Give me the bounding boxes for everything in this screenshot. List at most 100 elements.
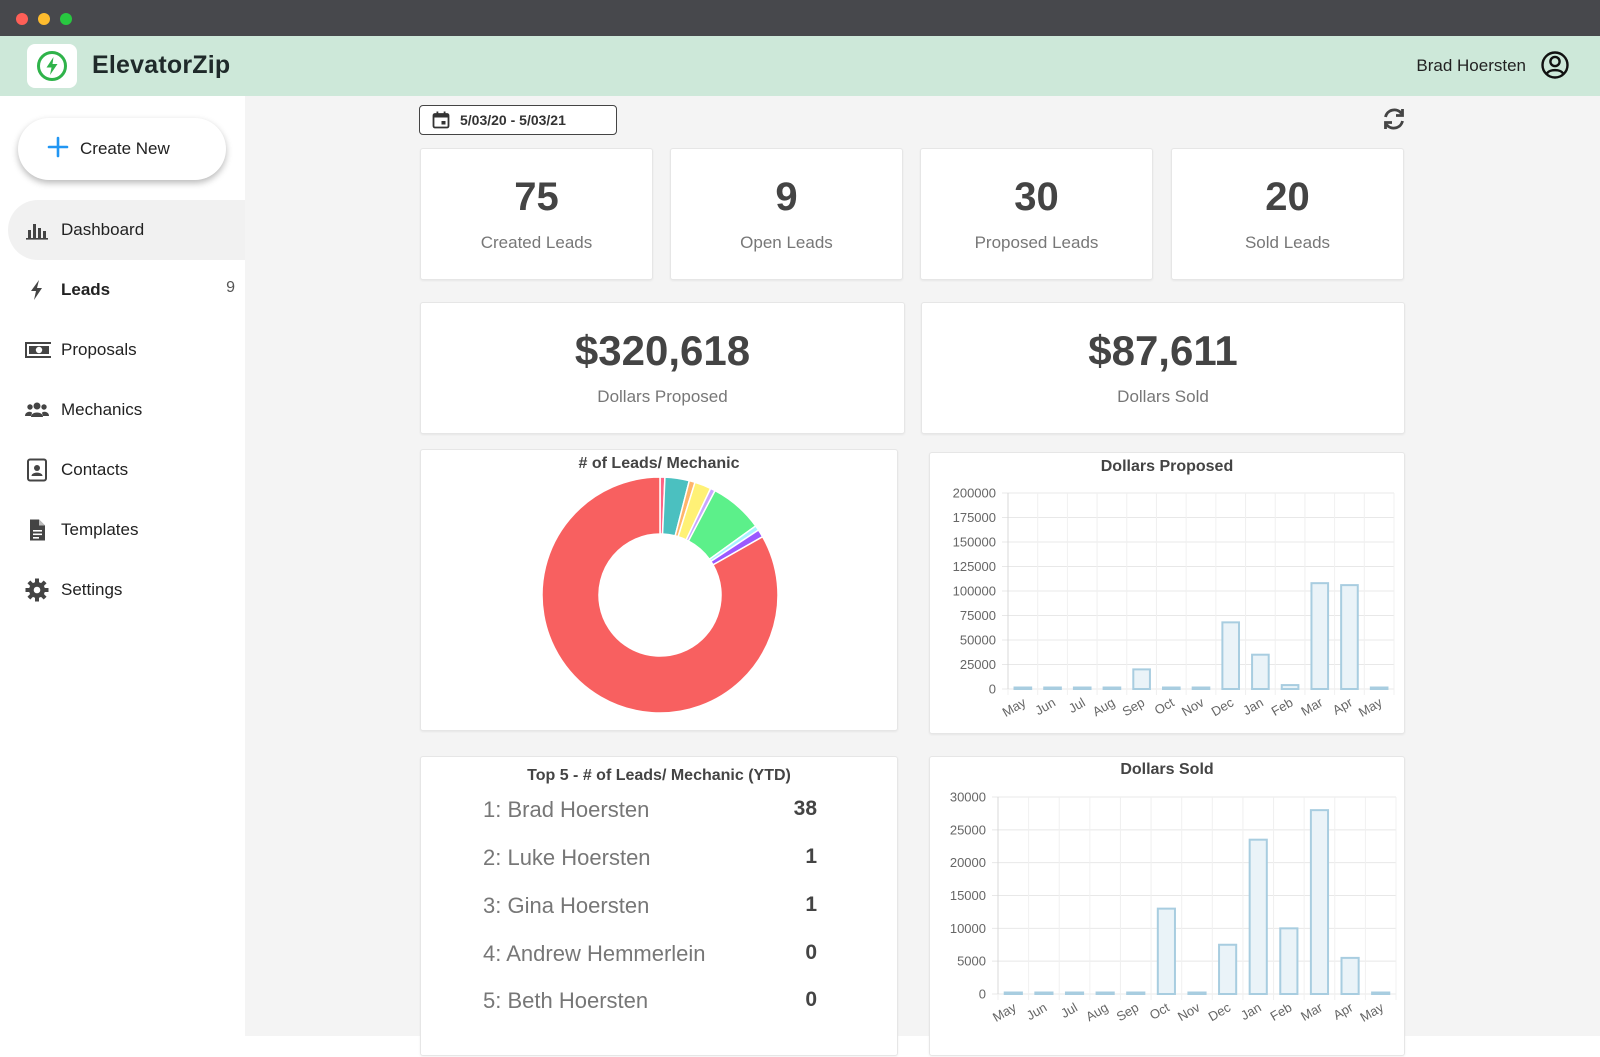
bar[interactable] — [1340, 956, 1360, 995]
x-tick-label: Nov — [1179, 694, 1207, 719]
bar[interactable] — [1013, 686, 1033, 690]
x-tick-label: Mar — [1298, 694, 1325, 719]
x-tick-label: Jul — [1066, 695, 1088, 716]
money-value: $87,611 — [1088, 327, 1238, 374]
stat-value: 9 — [775, 175, 798, 219]
y-tick-label: 175000 — [953, 510, 996, 525]
zoom-window-button[interactable] — [60, 13, 72, 25]
bar[interactable] — [1043, 686, 1062, 690]
x-tick-label: Jan — [1240, 695, 1266, 718]
y-tick-label: 0 — [989, 682, 996, 697]
mechanic-lead-count: 1 — [805, 845, 817, 868]
bar[interactable] — [1340, 584, 1359, 690]
sidebar-item-dashboard[interactable]: Dashboard — [8, 200, 245, 260]
bar[interactable] — [1191, 686, 1211, 690]
bolt-circle-icon — [37, 51, 67, 81]
refresh-icon[interactable] — [1381, 106, 1407, 132]
sidebar-item-label: Templates — [61, 520, 139, 539]
bar[interactable] — [1102, 686, 1122, 690]
stat-label: Open Leads — [740, 233, 833, 252]
bar[interactable] — [1369, 686, 1389, 690]
bar[interactable] — [1279, 927, 1299, 995]
bar[interactable] — [1161, 686, 1181, 690]
sidebar-item-label: Proposals — [61, 340, 137, 359]
contact-card-icon — [27, 458, 47, 482]
chart-title: Dollars Proposed — [1100, 458, 1234, 475]
calendar-icon — [432, 111, 450, 129]
bar[interactable] — [1072, 686, 1092, 690]
list-item: 5: Beth Hoersten 0 — [483, 988, 817, 1018]
sidebar-item-proposals[interactable]: Proposals — [8, 320, 245, 380]
mechanic-name: 4: Andrew Hemmerlein — [483, 941, 706, 966]
bar[interactable] — [1156, 907, 1176, 995]
dollars-proposed-bar-chart: 200000 175000 150000 125000 100000 75000 50000… — [953, 486, 1395, 720]
list-item: 4: Andrew Hemmerlein 0 — [483, 941, 817, 971]
bar[interactable] — [1003, 991, 1023, 995]
app-logo[interactable] — [27, 44, 77, 88]
user-account-icon[interactable] — [1540, 50, 1570, 80]
x-tick-label: Sep — [1114, 1000, 1142, 1025]
bar[interactable] — [1064, 991, 1085, 995]
app-header: ElevatorZip Brad Hoersten — [0, 36, 1600, 96]
create-new-button[interactable]: Create New — [18, 118, 226, 180]
mechanic-name: 5: Beth Hoersten — [483, 988, 649, 1013]
x-tick-label: Aug — [1090, 695, 1118, 720]
close-window-button[interactable] — [16, 13, 28, 25]
bar[interactable] — [1221, 621, 1241, 690]
bar[interactable] — [1126, 991, 1146, 995]
mechanic-name: 3: Gina Hoersten — [483, 893, 650, 918]
sidebar-item-leads[interactable]: Leads 9 — [8, 260, 245, 320]
chart-title: # of Leads/ Mechanic — [578, 455, 740, 472]
sidebar-item-mechanics[interactable]: Mechanics — [8, 380, 245, 440]
bar[interactable] — [1310, 582, 1330, 690]
stat-card-proposed-leads: 30 Proposed Leads — [920, 148, 1153, 280]
bar[interactable] — [1251, 653, 1270, 690]
create-new-label: Create New — [80, 139, 170, 158]
leads-count-badge: 9 — [226, 279, 235, 296]
minimize-window-button[interactable] — [38, 13, 50, 25]
bar[interactable] — [1034, 991, 1054, 995]
date-range-button[interactable]: 5/03/20 - 5/03/21 — [419, 105, 617, 135]
bar[interactable] — [1248, 838, 1268, 995]
bar[interactable] — [1218, 943, 1238, 995]
user-name[interactable]: Brad Hoersten — [1416, 56, 1526, 75]
y-tick-label: 10000 — [950, 921, 986, 936]
x-tick-label: Oct — [1147, 999, 1172, 1022]
bar[interactable] — [1132, 668, 1151, 690]
x-tick-label: Apr — [1330, 694, 1356, 717]
gear-icon — [25, 578, 49, 602]
x-tick-label: May — [1356, 694, 1385, 720]
x-tick-label: Oct — [1152, 694, 1177, 717]
sidebar-item-settings[interactable]: Settings — [8, 560, 245, 620]
bar[interactable] — [1309, 809, 1330, 996]
list-item: 3: Gina Hoersten 1 — [483, 893, 817, 923]
dollars-sold-chart-card: Dollars Sold 30000 25000 20000 15000 10000 50… — [929, 756, 1405, 1056]
x-tick-label: May — [1000, 694, 1029, 720]
stat-label: Proposed Leads — [974, 233, 1099, 252]
bolt-icon — [31, 280, 42, 300]
y-tick-label: 0 — [979, 987, 986, 1002]
bar[interactable] — [1280, 684, 1300, 691]
bar[interactable] — [1187, 991, 1207, 995]
sidebar: Create New Dashboard Leads 9 Proposals M… — [0, 96, 245, 1036]
stat-value: 75 — [514, 175, 559, 219]
list-item: 2: Luke Hoersten 1 — [483, 845, 817, 875]
sidebar-item-label: Contacts — [61, 460, 129, 479]
y-tick-label: 100000 — [953, 584, 996, 599]
bar[interactable] — [1095, 991, 1115, 995]
y-tick-label: 125000 — [953, 559, 996, 574]
money-icon — [25, 342, 51, 358]
dollars-proposed-chart-card: Dollars Proposed 200000 175000 150000 12500… — [929, 452, 1405, 734]
stat-card-open-leads: 9 Open Leads — [670, 148, 903, 280]
date-range-label: 5/03/20 - 5/03/21 — [460, 112, 566, 128]
x-tick-label: Jan — [1238, 1000, 1264, 1023]
sidebar-item-contacts[interactable]: Contacts — [8, 440, 245, 500]
x-tick-label: Nov — [1175, 999, 1203, 1024]
pie-slice[interactable] — [541, 476, 779, 714]
x-tick-label: Apr — [1331, 999, 1357, 1022]
y-tick-label: 30000 — [950, 790, 986, 805]
mechanic-name: 2: Luke Hoersten — [483, 845, 651, 870]
bar[interactable] — [1371, 991, 1391, 995]
sidebar-item-templates[interactable]: Templates — [8, 500, 245, 560]
